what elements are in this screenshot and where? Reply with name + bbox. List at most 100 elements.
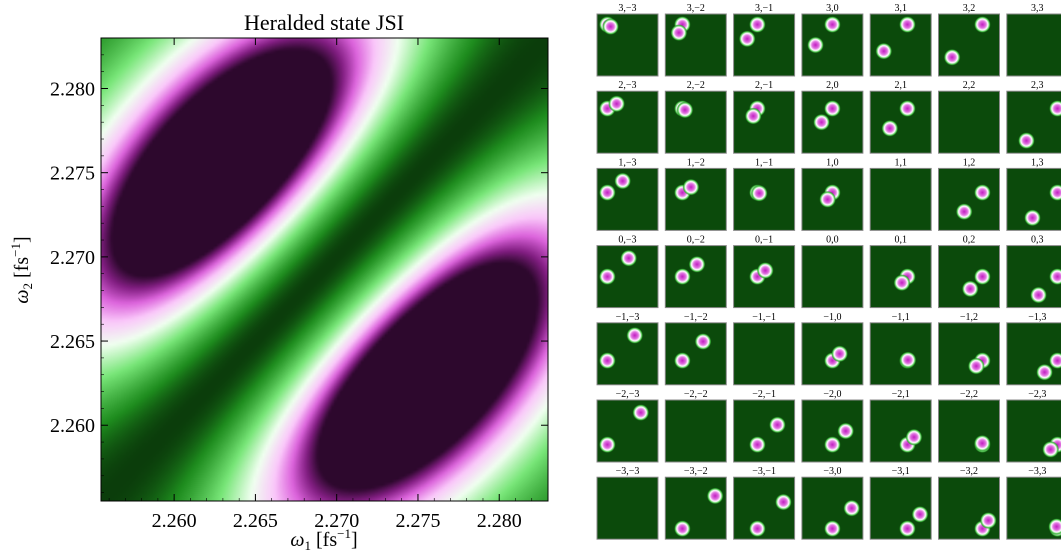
panel-label: 2,−2 [687, 80, 705, 91]
panel-spot [823, 436, 841, 454]
panel: −2,−1 [733, 389, 796, 463]
panel-spot [899, 351, 917, 369]
panel-spot [911, 505, 929, 523]
panel-spot [955, 203, 973, 221]
panel-label: 3,−2 [687, 3, 705, 14]
panel-label: −2,−2 [684, 389, 708, 400]
panel-label: −1,3 [1028, 312, 1046, 323]
panel-spot [875, 42, 893, 60]
panel-spot [598, 352, 616, 370]
panel-frame [869, 476, 932, 540]
panel-spot [673, 268, 691, 286]
panel-grid: 3,−3 3,−2 3,−1 3,0 3,1 3,2 3,3 2,−3 2,−2 2,−1 2,0 2… [596, 3, 1061, 540]
x-tick-label: 2.265 [233, 510, 278, 532]
panel-spot [843, 499, 861, 517]
panel-spot [682, 178, 700, 196]
jsi-plot-area [101, 38, 548, 501]
panel-spot [1048, 184, 1061, 202]
panel-frame [1006, 322, 1061, 386]
panel-label: −1,2 [960, 312, 978, 323]
panel: 2,−3 [596, 80, 659, 154]
y-axis-label: ω2 [fs−1] [8, 236, 35, 303]
panel: −1,−3 [596, 312, 659, 386]
panel-label: 1,−3 [618, 157, 636, 168]
panel: −1,2 [938, 312, 1000, 386]
panel-spot [620, 249, 638, 267]
panel-label: 2,0 [826, 80, 839, 91]
panel-spot [831, 345, 849, 363]
panel-spot [973, 434, 991, 452]
panel-spot [1023, 209, 1041, 227]
panel-frame [733, 90, 796, 154]
panel-spot [608, 95, 626, 113]
panel: 3,−2 [664, 3, 727, 77]
panel-label: −3,−2 [684, 466, 708, 477]
panel: −1,3 [1006, 312, 1061, 386]
panel-spot [598, 268, 616, 286]
panel: 3,3 [1006, 3, 1061, 77]
panel-frame [869, 13, 932, 77]
panel: 0,−3 [596, 235, 659, 309]
panel-frame [664, 399, 727, 463]
panel-spot [598, 436, 616, 454]
panel-frame [938, 13, 1000, 77]
panel-spot [694, 333, 712, 351]
panel-frame [801, 322, 864, 386]
panel-frame [801, 13, 864, 77]
panel-label: −1,1 [892, 312, 910, 323]
panel-background [1006, 14, 1061, 76]
panel-frame [596, 90, 659, 154]
panel-frame [801, 245, 864, 309]
panel-spot [1048, 100, 1061, 118]
panel-label: −1,0 [823, 312, 841, 323]
panel-background [733, 400, 795, 462]
panel: 2,2 [938, 80, 1000, 154]
panel-label: −3,1 [892, 466, 910, 477]
panel-spot [1017, 132, 1035, 150]
panel-label: 1,3 [1031, 157, 1044, 168]
panel-label: 3,−3 [618, 3, 636, 14]
panel-spot [973, 184, 991, 202]
panel: −2,−2 [664, 389, 727, 463]
panel-frame [596, 322, 659, 386]
panel-label: 3,1 [894, 3, 907, 14]
panel-label: 2,2 [963, 80, 976, 91]
panel-frame [1006, 90, 1061, 154]
panel-spot [688, 255, 706, 273]
panel: 0,0 [801, 235, 864, 309]
panel-spot [807, 36, 825, 54]
panel-label: −1,−1 [752, 312, 776, 323]
panel-spot [823, 520, 841, 538]
panel-spot [819, 190, 837, 208]
panel-background [870, 322, 932, 385]
panel-spot [614, 172, 632, 190]
panel-background [870, 400, 932, 462]
panel-spot [750, 184, 768, 202]
panel: 3,0 [801, 3, 864, 77]
panel-spot [1048, 268, 1061, 286]
panel: −1,1 [869, 312, 932, 386]
panel-spot [893, 274, 911, 292]
panel-background [665, 400, 727, 462]
panel: −3,0 [801, 466, 864, 540]
panel-spot [979, 511, 997, 529]
panel-spot [905, 428, 923, 446]
panel-background [597, 477, 658, 540]
panel-frame [938, 245, 1000, 309]
panel: −3,3 [1006, 466, 1061, 540]
panel-label: 0,−1 [755, 235, 773, 246]
panel-frame [869, 245, 932, 309]
y-axis: 2.260 2.265 2.270 2.275 2.280 [50, 37, 548, 493]
panel-frame [733, 167, 796, 231]
panel-background [665, 91, 727, 154]
panel-label: 0,3 [1031, 235, 1044, 246]
panel: −3,−3 [596, 466, 659, 540]
panel-spot [813, 113, 831, 131]
panel: 0,−1 [733, 235, 796, 309]
panel-frame [596, 476, 659, 540]
panel-label: 2,−3 [618, 80, 636, 91]
panel-label: 1,1 [894, 157, 907, 168]
panel-spot [1042, 440, 1060, 458]
panel-label: 0,−2 [687, 235, 705, 246]
